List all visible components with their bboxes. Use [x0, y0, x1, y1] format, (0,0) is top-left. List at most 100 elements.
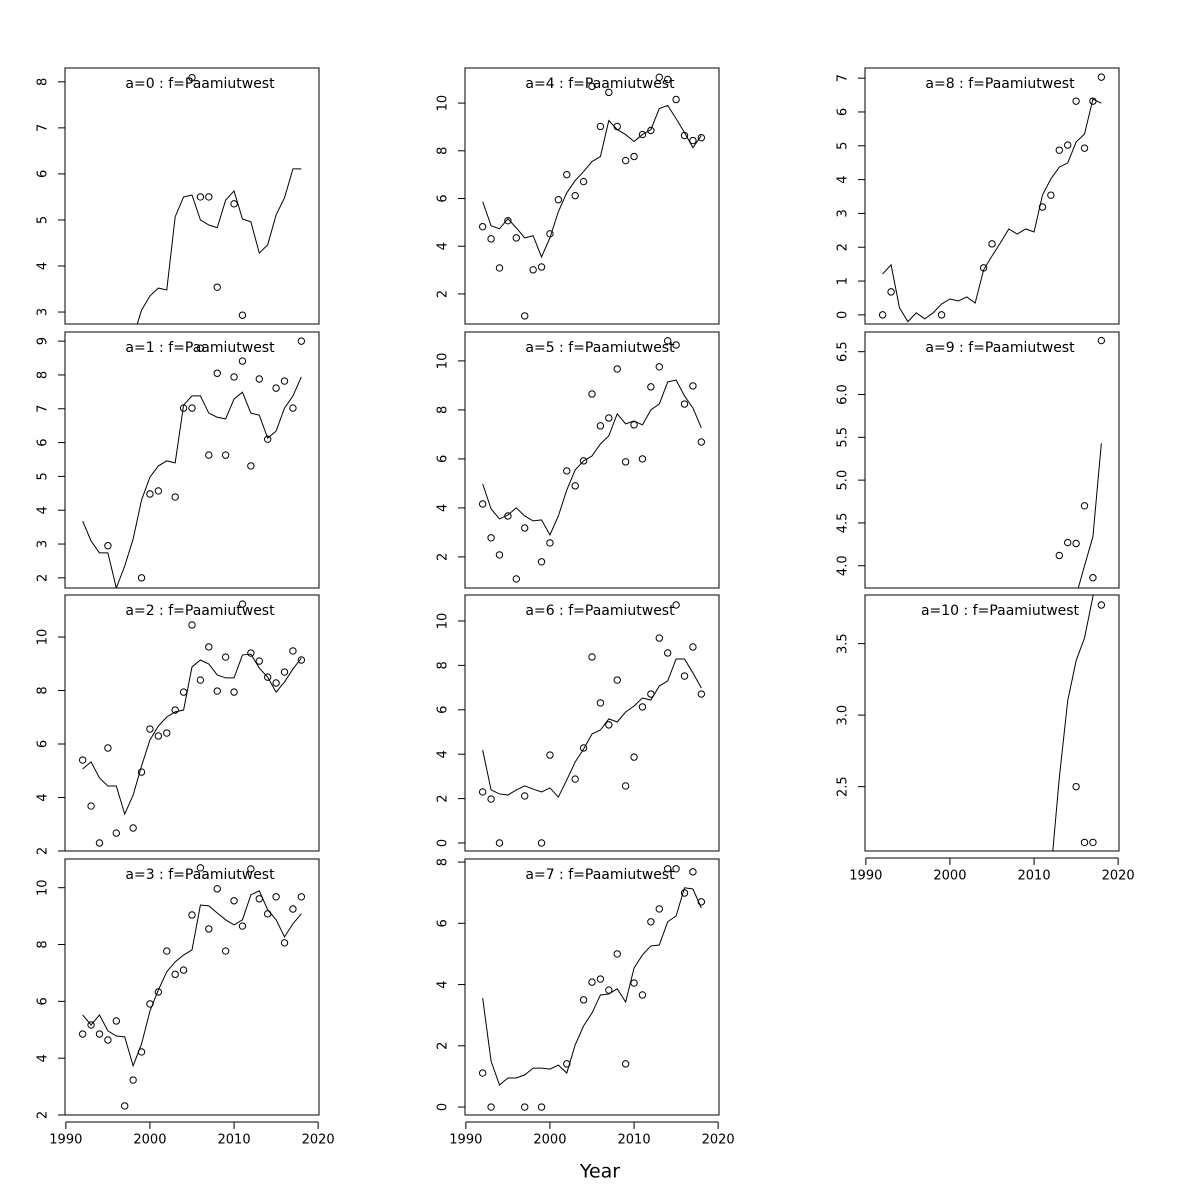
observed-point	[988, 240, 996, 248]
observed-point	[78, 1030, 87, 1038]
observed-point	[121, 1102, 129, 1110]
observed-point	[596, 122, 605, 131]
observed-point	[495, 551, 504, 559]
observed-point	[188, 911, 196, 919]
x-tick-label: 2010	[1018, 869, 1051, 884]
observed-point	[1047, 191, 1055, 199]
observed-point	[487, 795, 495, 803]
observed-point	[188, 404, 196, 412]
observed-point	[221, 653, 230, 661]
plot-frame	[864, 67, 1120, 325]
plot-frame	[64, 67, 320, 325]
observed-point	[1097, 73, 1106, 81]
y-tick-label: 6	[436, 455, 451, 463]
y-tick-label: 2	[436, 553, 451, 561]
y-tick-label: 4	[36, 793, 51, 801]
observed-point	[504, 216, 512, 225]
observed-point	[1080, 144, 1089, 152]
y-tick-label: 5.5	[836, 427, 851, 448]
observed-point	[588, 653, 596, 661]
observed-point	[205, 643, 213, 651]
y-tick-label: 8	[36, 940, 51, 948]
panel: a=9 : f=Paamiutwest 4.0 4.5 5.0 5.5 6.0 6.5	[836, 331, 1120, 589]
observed-point	[154, 988, 163, 996]
observed-point	[571, 482, 579, 490]
y-tick-label: 6	[436, 194, 451, 202]
y-tick-label: 7	[836, 74, 851, 82]
observed-point	[689, 382, 697, 390]
observed-point	[171, 493, 179, 501]
y-tick-label: 2	[436, 1042, 451, 1050]
observed-point	[188, 73, 196, 82]
observed-point	[1072, 539, 1080, 548]
y-tick-label: 4	[836, 175, 851, 183]
observed-point	[255, 375, 263, 383]
y-tick-label: 6	[836, 108, 851, 116]
observed-point	[289, 404, 297, 412]
observed-point	[588, 82, 596, 91]
observed-point	[213, 885, 221, 893]
y-tick-label: 2	[36, 847, 51, 855]
observed-point	[638, 991, 647, 999]
fitted-line	[482, 887, 702, 1086]
observed-point	[230, 373, 238, 381]
observed-point	[521, 1103, 529, 1111]
observed-point	[663, 649, 672, 657]
observed-point	[1089, 574, 1097, 582]
observed-point	[154, 487, 163, 495]
x-axis-label: Year	[579, 1161, 620, 1183]
observed-point	[596, 975, 605, 983]
y-tick-label: 2	[436, 794, 451, 802]
observed-point	[613, 676, 621, 684]
observed-point	[221, 451, 230, 459]
y-tick-label: 5	[36, 472, 51, 480]
observed-point	[196, 864, 205, 872]
observed-point	[655, 905, 663, 913]
observed-point	[663, 75, 672, 84]
observed-point	[104, 1036, 112, 1044]
y-tick-label: 4.0	[836, 555, 851, 576]
y-tick-label: 8	[436, 858, 451, 866]
observed-point	[495, 839, 504, 847]
panel-title: a=9 : f=Paamiutwest	[925, 340, 1075, 356]
observed-point	[163, 729, 171, 737]
observed-point	[697, 133, 706, 142]
observed-point	[621, 782, 630, 790]
y-tick-label: 6	[436, 919, 451, 927]
observed-point	[672, 341, 680, 349]
observed-point	[554, 195, 563, 204]
observed-point	[672, 865, 680, 873]
plot-area	[478, 601, 706, 847]
observed-point	[596, 422, 605, 430]
observed-point	[112, 1017, 121, 1025]
y-tick-label: 1	[836, 277, 851, 285]
observed-point	[478, 788, 487, 796]
y-tick-label: 2	[36, 574, 51, 582]
observed-point	[1080, 502, 1089, 510]
x-tick-label: 2020	[702, 1133, 735, 1148]
panel-title: a=0 : f=Paamiutwest	[125, 76, 275, 92]
observed-point	[1063, 141, 1072, 149]
plot-frame	[464, 594, 720, 852]
observed-point	[571, 775, 579, 783]
x-tick-label: 2000	[133, 1133, 166, 1148]
y-tick-label: 9	[36, 337, 51, 345]
observed-point	[255, 657, 263, 665]
y-tick-label: 5.0	[836, 470, 851, 491]
plot-area	[78, 864, 306, 1110]
observed-point	[638, 703, 647, 711]
observed-point	[247, 462, 255, 470]
y-tick-label: 3	[36, 308, 51, 316]
observed-point	[588, 978, 596, 986]
y-tick-label: 2	[436, 290, 451, 298]
observed-point	[272, 893, 280, 901]
y-tick-label: 8	[36, 78, 51, 86]
plot-area	[82, 337, 306, 588]
y-tick-label: 4	[36, 262, 51, 270]
observed-point	[129, 824, 137, 832]
panel: a=0 : f=Paamiutwest 3 4 5 6 7 8	[36, 67, 320, 325]
observed-point	[289, 905, 297, 913]
observed-point	[663, 865, 672, 873]
observed-point	[655, 634, 663, 642]
